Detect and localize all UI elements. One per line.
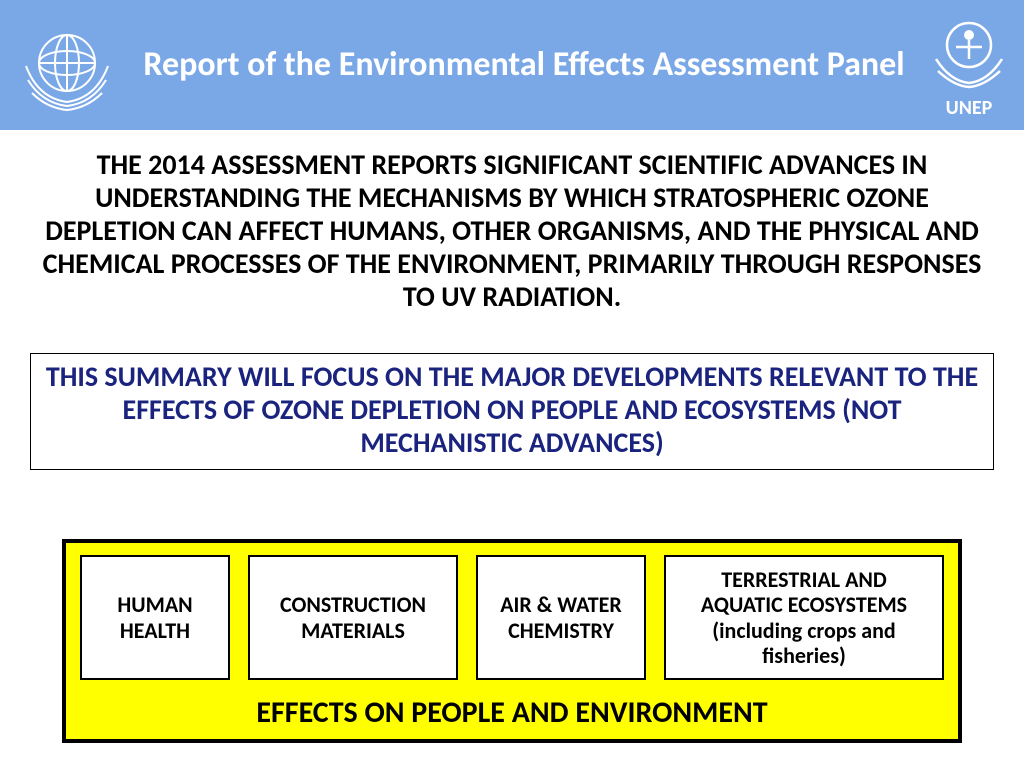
effects-title: EFFECTS ON PEOPLE AND ENVIRONMENT xyxy=(80,694,944,731)
summary-callout-box: THIS SUMMARY WILL FOCUS ON THE MAJOR DEV… xyxy=(30,353,994,470)
un-emblem-icon xyxy=(12,8,122,123)
main-paragraph: THE 2014 ASSESSMENT REPORTS SIGNIFICANT … xyxy=(40,148,984,313)
unep-caption: UNEP xyxy=(926,96,1012,120)
summary-text: THIS SUMMARY WILL FOCUS ON THE MAJOR DEV… xyxy=(45,360,979,459)
effect-card-human-health: HUMAN HEALTH xyxy=(80,555,230,680)
effects-row: HUMAN HEALTH CONSTRUCTION MATERIALS AIR … xyxy=(80,555,944,680)
header-bar: Report of the Environmental Effects Asse… xyxy=(0,0,1024,130)
effects-box: HUMAN HEALTH CONSTRUCTION MATERIALS AIR … xyxy=(62,539,962,743)
unep-logo-icon: UNEP xyxy=(926,11,1012,120)
effect-card-air-water: AIR & WATER CHEMISTRY xyxy=(476,555,646,680)
page-title: Report of the Environmental Effects Asse… xyxy=(122,45,926,86)
effect-card-ecosystems: TERRESTRIAL AND AQUATIC ECOSYSTEMS (incl… xyxy=(664,555,944,680)
effect-card-construction: CONSTRUCTION MATERIALS xyxy=(248,555,458,680)
summary-overlap-region: phytoplankton to global changes in UV ra… xyxy=(40,341,984,511)
body-area: THE 2014 ASSESSMENT REPORTS SIGNIFICANT … xyxy=(0,130,1024,743)
